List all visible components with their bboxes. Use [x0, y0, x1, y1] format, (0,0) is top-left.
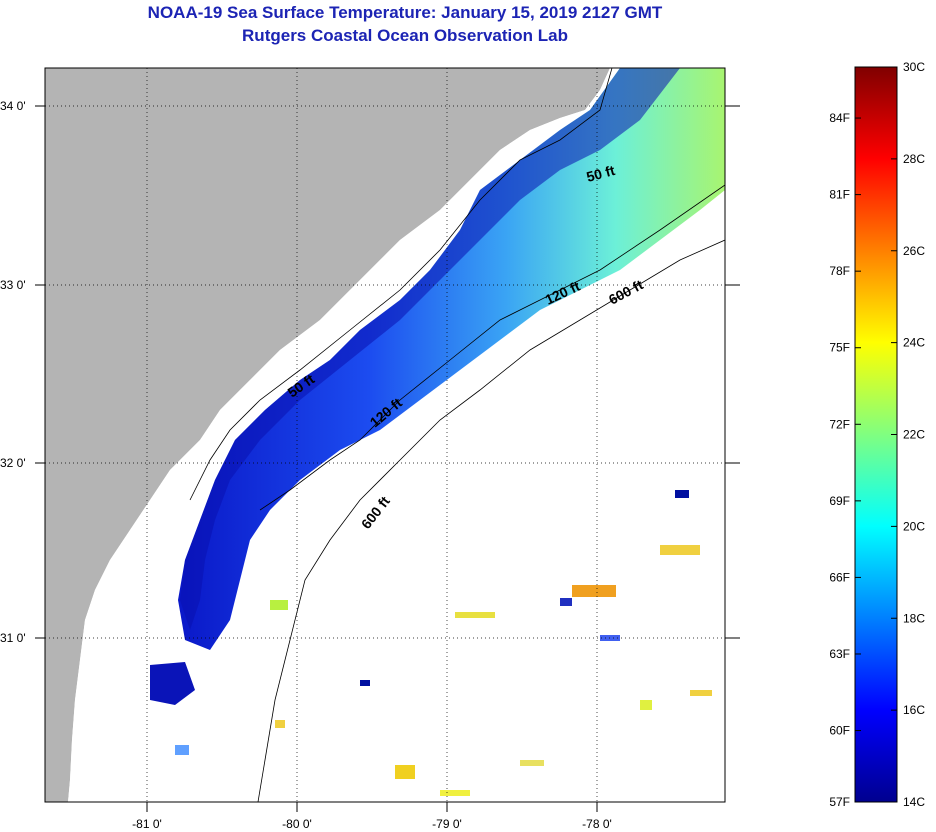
contour-line-50ft [189, 68, 613, 501]
colorbar-fahrenheit-label: 57F [829, 795, 850, 809]
sst-inner-shelf-patch [150, 662, 195, 705]
map-ticks [35, 105, 740, 812]
lat-label: 32 0' [0, 456, 26, 470]
colorbar-celsius-label: 24C [903, 336, 925, 350]
colorbar-celsius-label: 20C [903, 519, 925, 533]
map-frame [44, 67, 726, 803]
map-title: NOAA-19 Sea Surface Temperature: January… [147, 3, 663, 22]
map-subtitle: Rutgers Coastal Ocean Observation Lab [242, 26, 568, 45]
colorbar-celsius-label: 28C [903, 152, 925, 166]
land-mass [45, 68, 610, 802]
colorbar-fahrenheit-label: 69F [829, 494, 850, 508]
colorbar-fahrenheit-label: 63F [829, 647, 850, 661]
colorbar-fahrenheit-label: 84F [829, 111, 850, 125]
lon-label: -80 0' [282, 817, 312, 831]
colorbar-fahrenheit-label: 66F [829, 570, 850, 584]
colorbar-fahrenheit-label: 60F [829, 724, 850, 738]
colorbar-celsius-label: 16C [903, 703, 925, 717]
colorbar-celsius-label: 30C [903, 60, 925, 74]
lat-label: 34 0' [0, 99, 26, 113]
lon-label: -81 0' [132, 817, 162, 831]
contour-label: 50 ft [585, 162, 617, 185]
graticule [45, 68, 725, 802]
colorbar-fahrenheit-label: 78F [829, 264, 850, 278]
lon-label: -78 0' [582, 817, 612, 831]
colorbar-fahrenheit-label: 81F [829, 188, 850, 202]
lon-label: -79 0' [432, 817, 462, 831]
colorbar-celsius-label: 14C [903, 795, 925, 809]
colorbar-celsius-label: 18C [903, 611, 925, 625]
lat-label: 31 0' [0, 631, 26, 645]
sst-dark-inshore [180, 68, 680, 630]
colorbar-fahrenheit-label: 72F [829, 417, 850, 431]
colorbar-gradient [854, 66, 898, 803]
colorbar-fahrenheit-label: 75F [829, 341, 850, 355]
colorbar-celsius-label: 26C [903, 244, 925, 258]
lat-label: 33 0' [0, 278, 26, 292]
colorbar-celsius-label: 22C [903, 428, 925, 442]
contour-line-120ft [259, 184, 725, 511]
contour-line-600ft [257, 239, 725, 802]
